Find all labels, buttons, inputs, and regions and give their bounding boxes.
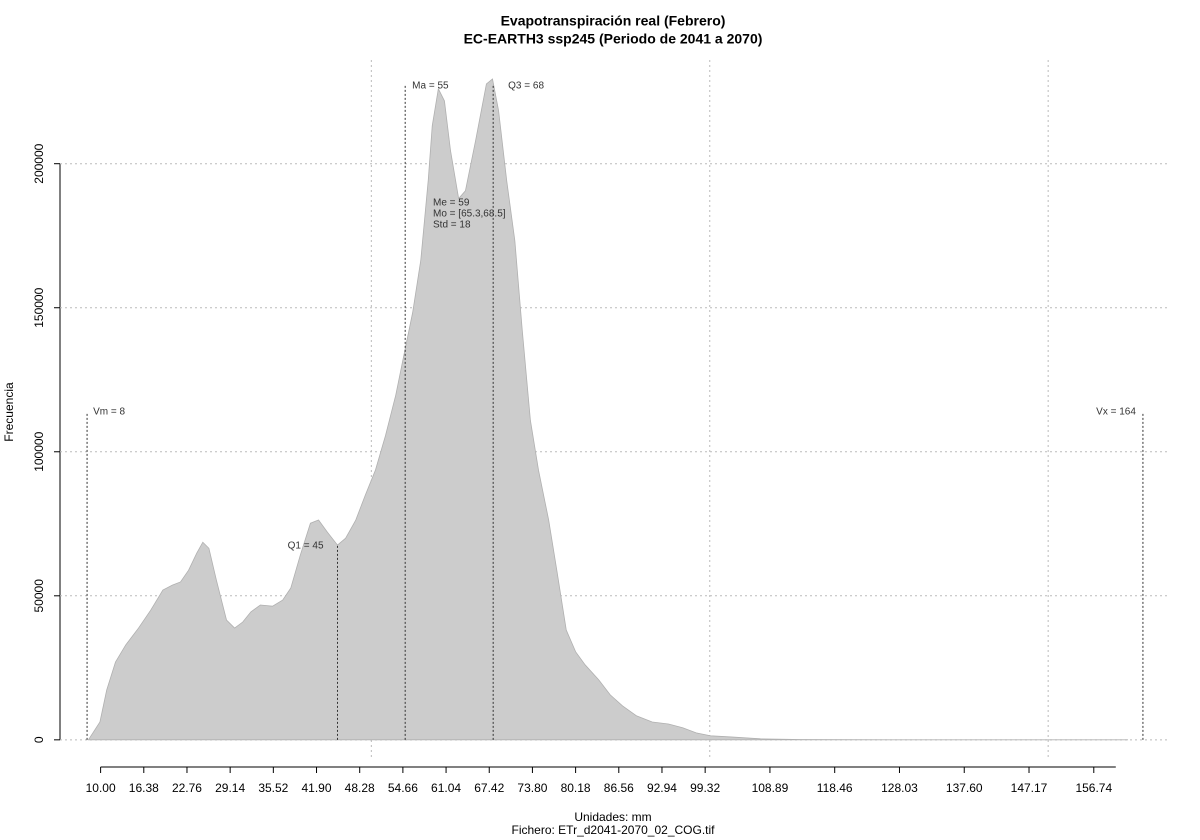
x-tick-label: 35.52: [258, 781, 288, 795]
x-tick-label: 156.74: [1075, 781, 1112, 795]
x-tick-label: 10.00: [86, 781, 116, 795]
x-tick-label: 86.56: [604, 781, 634, 795]
file-label: Fichero: ETr_d2041-2070_02_COG.tif: [512, 823, 716, 837]
x-tick-label: 108.89: [752, 781, 789, 795]
x-tick-label: 128.03: [881, 781, 918, 795]
stat-label: Ma = 55: [412, 81, 449, 92]
x-tick-label: 92.94: [647, 781, 677, 795]
y-tick-label: 50000: [32, 579, 46, 613]
x-tick-label: 48.28: [345, 781, 375, 795]
x-tick-label: 54.66: [388, 781, 418, 795]
x-tick-label: 16.38: [129, 781, 159, 795]
x-tick-label: 22.76: [172, 781, 202, 795]
x-tick-label: 73.80: [517, 781, 547, 795]
chart-title: Evapotranspiración real (Febrero): [501, 13, 726, 29]
chart-subtitle: EC-EARTH3 ssp245 (Periodo de 2041 a 2070…: [464, 31, 763, 47]
summary-label: Mo = [65.3,68.5]: [433, 209, 506, 220]
x-tick-label: 61.04: [431, 781, 461, 795]
y-tick-label: 150000: [32, 287, 46, 327]
y-axis-label: Frecuencia: [2, 382, 16, 442]
summary-label: Std = 18: [433, 220, 471, 231]
stat-label: Vx = 164: [1096, 407, 1136, 418]
stat-label: Q3 = 68: [508, 81, 544, 92]
x-tick-label: 29.14: [215, 781, 245, 795]
y-tick-label: 200000: [32, 143, 46, 183]
y-tick-label: 0: [32, 736, 46, 743]
x-tick-label: 80.18: [561, 781, 591, 795]
y-tick-label: 100000: [32, 431, 46, 471]
x-axis-label: Unidades: mm: [574, 810, 651, 824]
stat-label: Q1 = 45: [288, 541, 324, 552]
x-tick-label: 41.90: [302, 781, 332, 795]
area: [87, 78, 1129, 741]
x-tick-label: 147.17: [1011, 781, 1048, 795]
x-tick-label: 118.46: [817, 781, 853, 795]
x-tick-label: 137.60: [946, 781, 983, 795]
x-tick-label: 99.32: [690, 781, 720, 795]
x-tick-label: 67.42: [474, 781, 504, 795]
stat-label: Vm = 8: [93, 407, 125, 418]
summary-label: Me = 59: [433, 198, 470, 209]
